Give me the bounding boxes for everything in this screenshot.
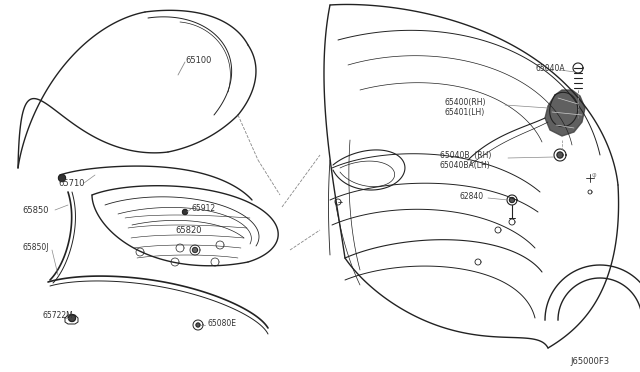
Text: 65850J: 65850J: [22, 244, 49, 253]
Text: 65040BA(LH): 65040BA(LH): [440, 160, 491, 170]
Polygon shape: [509, 198, 515, 202]
Polygon shape: [545, 90, 585, 136]
Text: 65100: 65100: [185, 55, 211, 64]
Text: 65710: 65710: [58, 179, 84, 187]
Polygon shape: [196, 323, 200, 327]
Polygon shape: [58, 174, 65, 182]
Polygon shape: [557, 152, 563, 158]
Text: 65040B  (RH): 65040B (RH): [440, 151, 492, 160]
Text: J65000F3: J65000F3: [570, 357, 609, 366]
Text: 62840: 62840: [460, 192, 484, 201]
Polygon shape: [68, 314, 76, 321]
Polygon shape: [193, 247, 198, 253]
Text: 65401(LH): 65401(LH): [445, 108, 485, 116]
Polygon shape: [182, 209, 188, 215]
Text: 65912: 65912: [192, 203, 216, 212]
Text: 65040A: 65040A: [536, 64, 566, 73]
Text: 65722M: 65722M: [42, 311, 73, 320]
Text: 65400(RH): 65400(RH): [445, 97, 486, 106]
Text: 65080E: 65080E: [208, 318, 237, 327]
Text: φ: φ: [592, 172, 596, 178]
Text: 65850: 65850: [22, 205, 49, 215]
Text: 65820: 65820: [175, 225, 202, 234]
